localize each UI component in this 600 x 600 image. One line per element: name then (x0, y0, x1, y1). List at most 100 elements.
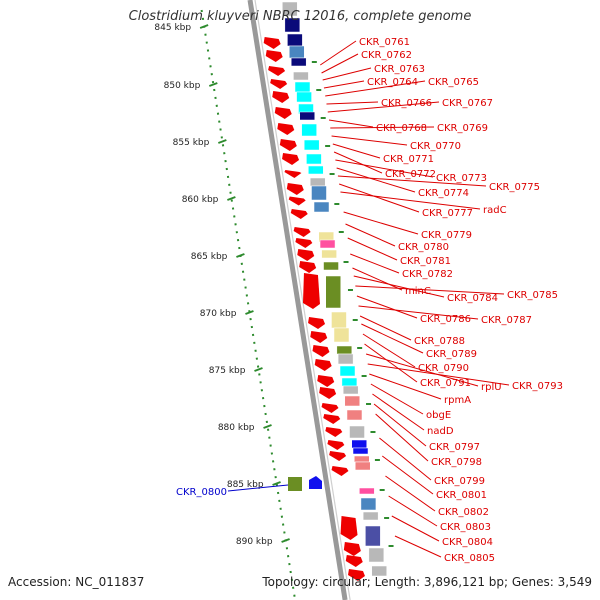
gene-label: CKR_0775 (489, 182, 540, 193)
gene-block (342, 385, 359, 395)
gene-block (294, 81, 311, 93)
gene-leader-line (328, 119, 374, 128)
gene-label: CKR_0767 (442, 98, 493, 109)
gene-leader-line (332, 143, 381, 159)
gene-block (325, 275, 341, 309)
gene-arrow-reverse (268, 66, 286, 76)
topology-text: Topology: circular; Length: 3,896,121 bp… (262, 575, 592, 589)
gene-label: CKR_0781 (400, 256, 451, 267)
gene-block (351, 439, 367, 449)
gene-label: CKR_0772 (385, 169, 436, 180)
gene-leader-line (379, 437, 432, 481)
highlight-leader-line (227, 484, 289, 492)
ruler-tick-label: 890 kbp (236, 537, 273, 547)
gene-block (293, 71, 309, 81)
gene-leader-line (359, 315, 412, 341)
gene-leader-line (337, 175, 487, 187)
gene-leader-line (321, 53, 359, 74)
gene-label: CKR_0801 (436, 490, 487, 501)
ruler-tick (217, 139, 227, 144)
gene-block (354, 455, 370, 463)
ruler-tick (272, 481, 281, 486)
gene-label: CKR_0805 (444, 553, 495, 564)
gene-arrow-reverse (284, 170, 302, 178)
gene-leader-line (373, 403, 427, 447)
genome-backbone (247, 0, 348, 600)
gene-block (339, 365, 356, 377)
gene-leader-line (325, 80, 426, 97)
ruler-tick-label: 855 kbp (173, 138, 210, 148)
gene-leader-line (343, 211, 419, 235)
gene-arrow-reverse (347, 569, 365, 581)
gene-leader-line (362, 333, 416, 368)
gene-label: CKR_0804 (442, 537, 493, 548)
ruler-line (200, 9, 297, 600)
gene-arrow-reverse (288, 196, 306, 206)
gene-arrow-reverse (299, 261, 317, 273)
gene-leader-line (320, 40, 357, 66)
gene-arrow-reverse (272, 91, 290, 103)
gene-label: CKR_0802 (438, 507, 489, 518)
gene-block (349, 425, 365, 439)
gene-leader-line (367, 363, 510, 386)
ruler-tick (245, 310, 254, 315)
gene-label: CKR_0770 (410, 141, 461, 152)
gene-leader-line (340, 191, 481, 210)
gene-block (299, 111, 316, 121)
gene-leader-line (391, 515, 440, 542)
gene-label: CKR_0791 (420, 378, 471, 389)
gene-arrow-reverse (325, 427, 343, 437)
gene-arrow-reverse (327, 440, 345, 450)
gene-leader-line (326, 101, 379, 105)
gene-arrow-reverse (345, 555, 363, 567)
ruler-tick-label: 875 kbp (209, 366, 246, 376)
gene-block (308, 165, 324, 175)
gene-label: CKR_0780 (398, 242, 449, 253)
gene-leader-line (355, 285, 505, 295)
gene-block (368, 547, 385, 563)
gene-arrow-reverse (282, 153, 300, 165)
gene-arrow-reverse (329, 451, 347, 461)
gene-block (313, 201, 330, 213)
gene-label: CKR_0765 (428, 77, 479, 88)
ruler-tick-label: 860 kbp (182, 195, 219, 205)
highlight-gene-arrow (309, 476, 322, 489)
gene-leader-line (385, 475, 436, 512)
gene-arrow-reverse (293, 227, 311, 237)
gene-block (282, 1, 298, 17)
gene-label: radC (483, 205, 507, 216)
gene-leader-line (331, 135, 408, 146)
ruler-tick (263, 424, 272, 429)
gene-leader-line (361, 323, 424, 354)
highlight-gene-label: CKR_0800 (176, 487, 227, 498)
gene-label: nadD (427, 426, 454, 437)
gene-block (359, 487, 375, 495)
gene-block (284, 17, 301, 33)
gene-arrow-reverse (310, 331, 328, 343)
gene-leader-line (333, 151, 383, 174)
gene-arrow-reverse (331, 466, 349, 476)
gene-arrow-reverse (323, 414, 341, 424)
gene-arrow-reverse (308, 317, 326, 329)
gene-block (341, 377, 358, 387)
gene-block (306, 153, 322, 165)
accession-text: Accession: NC_011837 (8, 575, 145, 589)
gene-leader-line (336, 167, 416, 193)
gene-leader-line (372, 393, 425, 431)
gene-leader-line (388, 495, 438, 527)
gene-arrow-reverse (321, 403, 339, 413)
gene-block (362, 511, 379, 521)
highlight-gene-block (288, 477, 302, 491)
ruler-tick-label: 885 kbp (227, 480, 264, 490)
gene-arrow-reverse (317, 375, 335, 387)
gene-block (333, 327, 350, 343)
gene-label: CKR_0797 (429, 442, 480, 453)
gene-label: CKR_0798 (431, 457, 482, 468)
gene-block (371, 565, 387, 577)
ruler-tick (199, 24, 209, 29)
gene-label: CKR_0769 (437, 123, 488, 134)
ruler-tick (254, 367, 263, 372)
gene-label: minC (405, 286, 431, 297)
